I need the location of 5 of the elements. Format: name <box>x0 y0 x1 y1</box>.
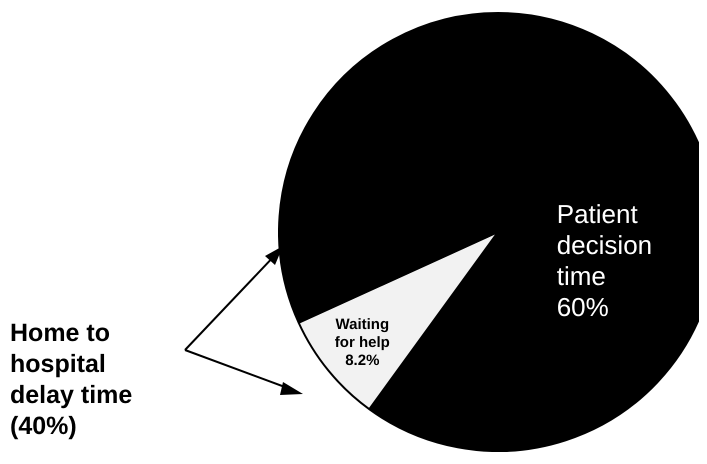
slice-label: Waiting for help <box>334 316 390 351</box>
data-label: 8.2% <box>345 352 380 369</box>
text: Home to hospital delay time (40%) <box>10 318 134 442</box>
data-label: 60% <box>556 292 609 322</box>
slice-label: Patient decision time <box>556 199 652 292</box>
